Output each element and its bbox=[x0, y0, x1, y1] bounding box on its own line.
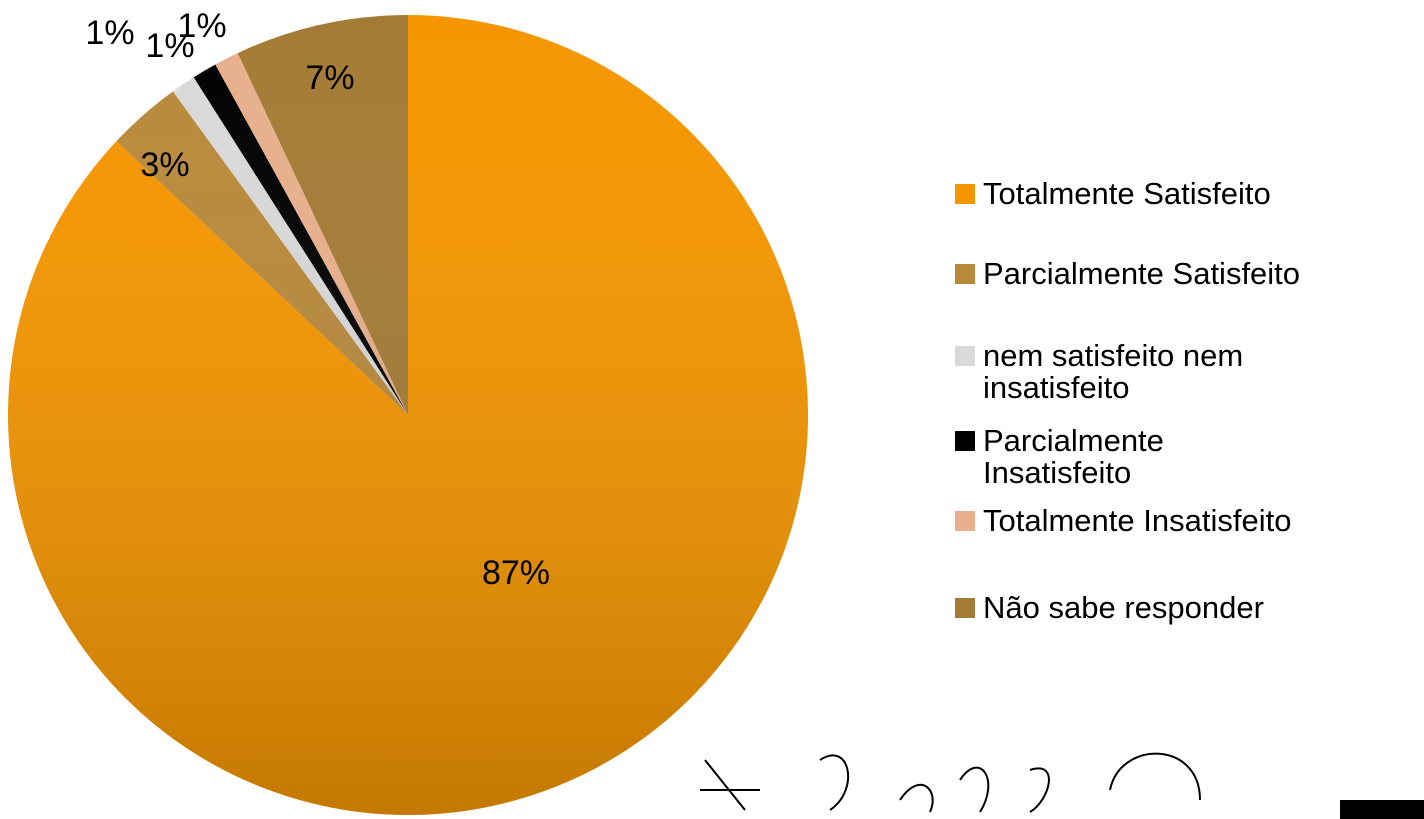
legend-label: Totalmente Satisfeito bbox=[983, 176, 1271, 211]
legend-swatch bbox=[955, 511, 975, 531]
data-label: 1% bbox=[85, 14, 134, 52]
logo bbox=[1340, 800, 1424, 819]
legend-swatch bbox=[955, 264, 975, 284]
decoration bbox=[700, 752, 1201, 813]
legend-entry: Não sabe responder bbox=[955, 592, 1415, 624]
data-label: 3% bbox=[140, 146, 189, 184]
legend-label: Não sabe responder bbox=[983, 590, 1264, 625]
data-label: 1% bbox=[145, 27, 194, 65]
legend-entry: Parcialmente Insatisfeito bbox=[955, 425, 1415, 489]
legend-label: Parcialmente Satisfeito bbox=[983, 256, 1301, 291]
legend-entry: Totalmente Satisfeito bbox=[955, 178, 1415, 210]
legend-label: Parcialmente Insatisfeito bbox=[983, 423, 1164, 490]
legend-swatch bbox=[955, 598, 975, 618]
data-label: 87% bbox=[482, 554, 550, 592]
data-label: 7% bbox=[305, 59, 354, 97]
legend-entry: nem satisfeito nem insatisfeito bbox=[955, 340, 1415, 404]
legend-label: Totalmente Insatisfeito bbox=[983, 503, 1292, 538]
legend-label: nem satisfeito nem insatisfeito bbox=[983, 338, 1244, 405]
legend-swatch bbox=[955, 346, 975, 366]
legend-entry: Totalmente Insatisfeito bbox=[955, 505, 1415, 537]
legend-swatch bbox=[955, 184, 975, 204]
legend-swatch bbox=[955, 431, 975, 451]
data-label: 1% bbox=[177, 7, 226, 45]
legend-entry: Parcialmente Satisfeito bbox=[955, 258, 1415, 290]
